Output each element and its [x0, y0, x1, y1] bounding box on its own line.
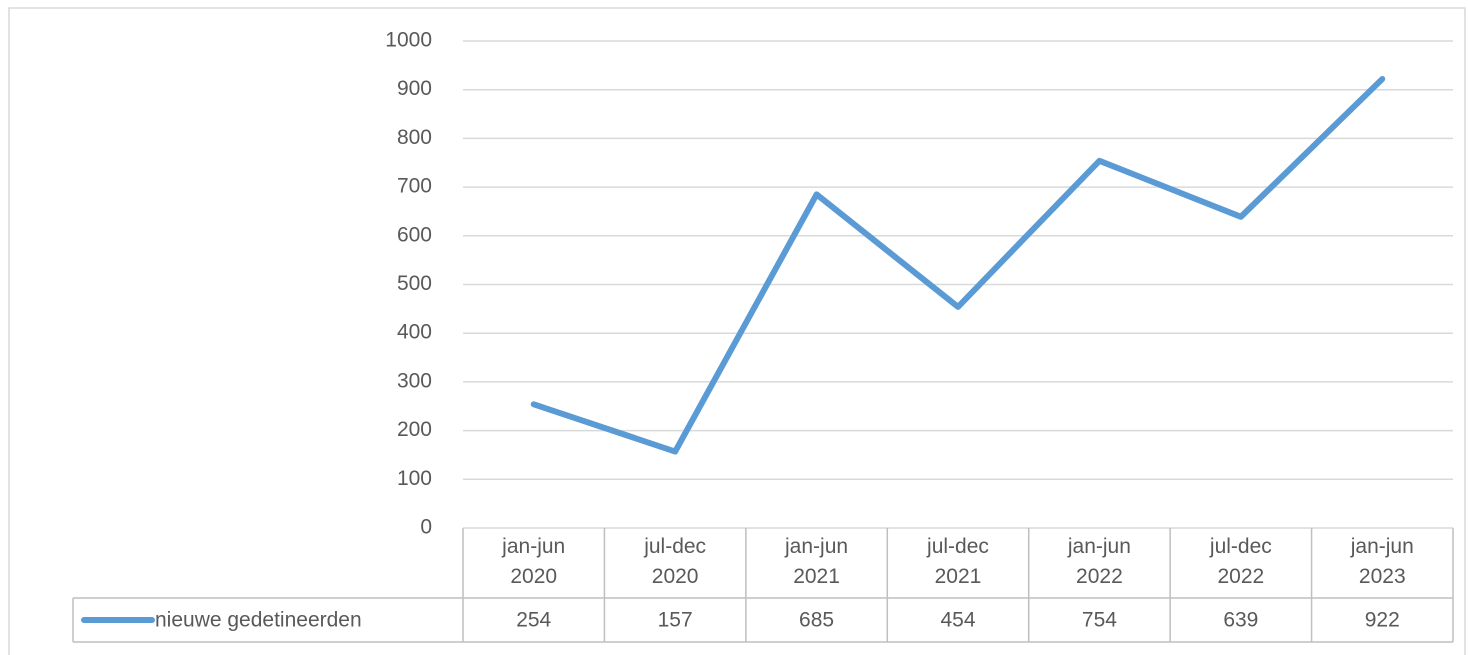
y-tick-label: 1000 [385, 29, 432, 52]
y-tick-label: 800 [397, 126, 432, 149]
category-cell: jan-jun 2022 [1067, 535, 1131, 588]
table-value: 454 [940, 609, 975, 632]
y-tick-label: 600 [397, 223, 432, 246]
y-tick-label: 0 [420, 516, 432, 539]
table-value: 639 [1223, 609, 1258, 632]
table-value: 685 [799, 609, 834, 632]
y-tick-label: 700 [397, 175, 432, 198]
x-tick-label: jan-jun 2021 [785, 535, 849, 588]
x-tick-label: jan-jun 2022 [1067, 535, 1131, 588]
table-value: 157 [658, 609, 693, 632]
series-line [530, 75, 1386, 455]
x-tick-label: jan-jun 2023 [1350, 535, 1414, 588]
x-tick-label: jan-jun 2020 [502, 535, 566, 588]
x-tick-label: jul-dec 2020 [644, 535, 707, 588]
y-tick-label: 400 [397, 321, 432, 344]
x-tick-label: jul-dec 2021 [927, 535, 989, 588]
x-tick-label: jul-dec 2022 [1209, 535, 1272, 588]
category-cell: jul-dec 2021 [927, 535, 989, 588]
y-tick-label: 200 [397, 418, 432, 441]
table-value: 922 [1365, 609, 1400, 632]
y-tick-label: 100 [397, 467, 432, 490]
y-tick-label: 500 [397, 272, 432, 295]
category-cell: jul-dec 2020 [644, 535, 707, 588]
chart-frame [8, 7, 1466, 655]
legend-label: nieuwe gedetineerden [155, 609, 362, 632]
y-tick-label: 300 [397, 369, 432, 392]
table-value: 754 [1082, 609, 1117, 632]
category-cell: jan-jun 2023 [1350, 535, 1414, 588]
table-value: 254 [516, 609, 551, 632]
y-tick-label: 900 [397, 77, 432, 100]
category-cell: jul-dec 2022 [1209, 535, 1272, 588]
category-cell: jan-jun 2021 [785, 535, 849, 588]
category-cell: jan-jun 2020 [502, 535, 566, 588]
